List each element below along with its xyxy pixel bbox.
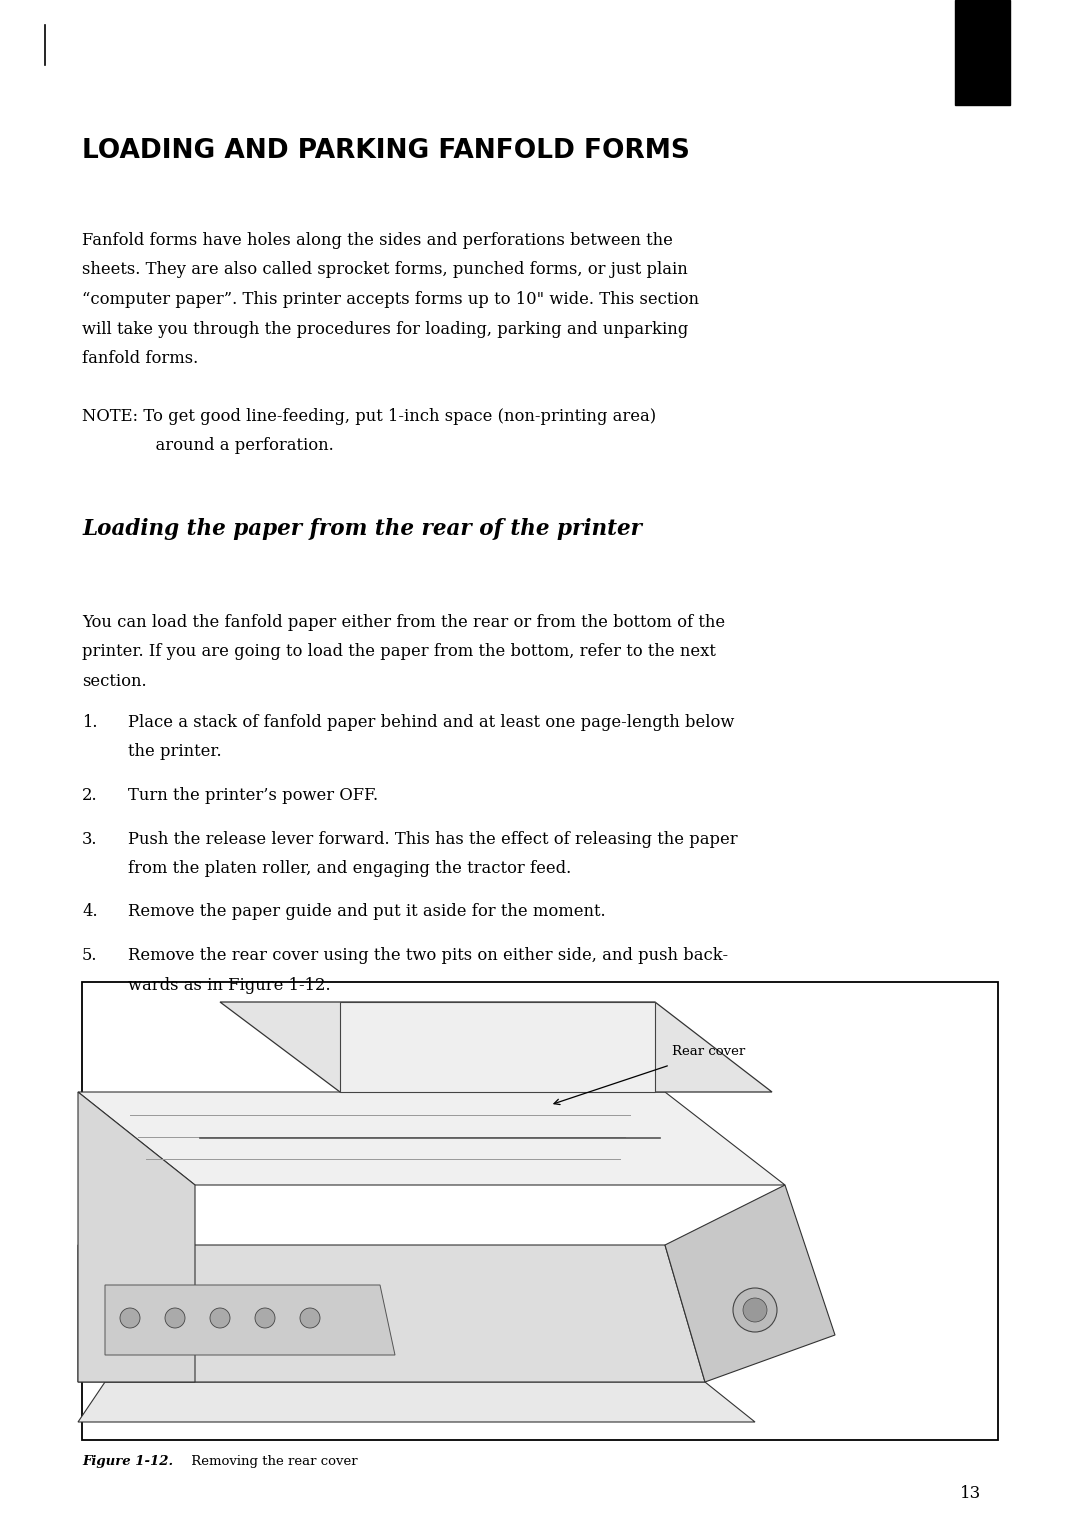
Bar [955,0,1010,105]
Polygon shape [78,1245,705,1381]
Text: Rear cover: Rear cover [672,1044,745,1058]
Circle shape [743,1298,767,1322]
Text: 4.: 4. [82,903,97,920]
Polygon shape [105,1286,395,1356]
Text: 2.: 2. [82,786,97,805]
Text: Removing the rear cover: Removing the rear cover [187,1454,357,1468]
Text: wards as in Figure 1-12.: wards as in Figure 1-12. [129,976,330,993]
Text: 3.: 3. [82,830,97,847]
Circle shape [733,1287,777,1331]
Polygon shape [220,1002,772,1091]
Text: You can load the fanfold paper either from the rear or from the bottom of the: You can load the fanfold paper either fr… [82,613,725,631]
Text: NOTE: To get good line-feeding, put 1-inch space (non-printing area): NOTE: To get good line-feeding, put 1-in… [82,408,657,425]
Circle shape [120,1309,140,1328]
Polygon shape [78,1381,755,1422]
Text: around a perforation.: around a perforation. [82,437,334,454]
Polygon shape [340,1002,654,1091]
Text: 13: 13 [960,1485,982,1501]
Text: from the platen roller, and engaging the tractor feed.: from the platen roller, and engaging the… [129,861,571,877]
Text: LOADING AND PARKING FANFOLD FORMS: LOADING AND PARKING FANFOLD FORMS [82,138,690,164]
Text: printer. If you are going to load the paper from the bottom, refer to the next: printer. If you are going to load the pa… [82,644,716,660]
Text: will take you through the procedures for loading, parking and unparking: will take you through the procedures for… [82,320,688,337]
Polygon shape [78,1091,195,1381]
Bar [82,982,998,1441]
Circle shape [300,1309,320,1328]
Text: Place a stack of fanfold paper behind and at least one page-length below: Place a stack of fanfold paper behind an… [129,713,734,732]
Text: Remove the paper guide and put it aside for the moment.: Remove the paper guide and put it aside … [129,903,606,920]
Text: Fanfold forms have holes along the sides and perforations between the: Fanfold forms have holes along the sides… [82,232,673,249]
Circle shape [255,1309,275,1328]
Polygon shape [665,1186,835,1381]
Text: Push the release lever forward. This has the effect of releasing the paper: Push the release lever forward. This has… [129,830,738,847]
Text: sheets. They are also called sprocket forms, punched forms, or just plain: sheets. They are also called sprocket fo… [82,261,688,278]
Circle shape [165,1309,185,1328]
Text: Figure 1-12.: Figure 1-12. [82,1454,173,1468]
Polygon shape [78,1091,785,1186]
Text: the printer.: the printer. [129,744,221,761]
Text: section.: section. [82,672,147,691]
Text: 5.: 5. [82,947,97,964]
Text: Remove the rear cover using the two pits on either side, and push back-: Remove the rear cover using the two pits… [129,947,728,964]
Text: fanfold forms.: fanfold forms. [82,351,199,367]
Text: Turn the printer’s power OFF.: Turn the printer’s power OFF. [129,786,378,805]
Text: “computer paper”. This printer accepts forms up to 10" wide. This section: “computer paper”. This printer accepts f… [82,291,699,308]
Text: 1.: 1. [82,713,97,732]
Text: Loading the paper from the rear of the printer: Loading the paper from the rear of the p… [82,518,642,540]
Circle shape [210,1309,230,1328]
